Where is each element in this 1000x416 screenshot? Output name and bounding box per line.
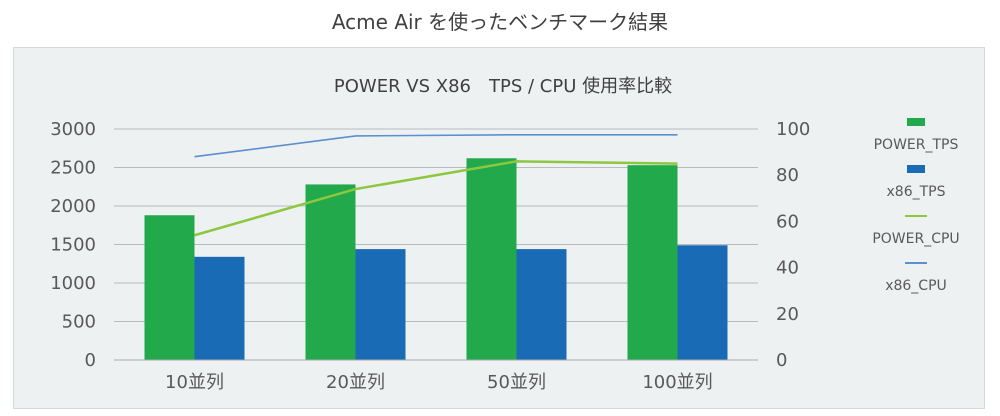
y-left-tick-label: 2500 bbox=[50, 158, 96, 179]
page-title: Acme Air を使ったベンチマーク結果 bbox=[331, 10, 669, 34]
legend-label-x86-tps: x86_TPS bbox=[887, 184, 946, 200]
y-right-tick-label: 60 bbox=[776, 211, 799, 232]
legend-label-power-tps: POWER_TPS bbox=[874, 137, 959, 153]
x-tick-label: 100並列 bbox=[642, 372, 712, 393]
chart: POWER VS X86 TPS / CPU 使用率比較 05001000150… bbox=[50, 76, 960, 393]
lines bbox=[194, 133, 678, 237]
y-left-tick-label: 3000 bbox=[50, 119, 96, 140]
x-tick-label: 20並列 bbox=[326, 372, 385, 393]
line-x86-cpu bbox=[194, 133, 678, 158]
bar-x86-tps bbox=[677, 245, 728, 360]
bar-power-tps bbox=[466, 158, 517, 360]
y-left-tick-label: 0 bbox=[85, 350, 96, 371]
legend: POWER_TPS x86_TPS POWER_CPU x86_CPU bbox=[872, 118, 960, 294]
legend-label-power-cpu: POWER_CPU bbox=[872, 231, 959, 247]
bar-x86-tps bbox=[355, 249, 406, 360]
y-left-tick-label: 500 bbox=[62, 312, 96, 333]
y-right-tick-label: 0 bbox=[776, 350, 787, 371]
y-right-tick-label: 40 bbox=[776, 258, 799, 279]
bar-x86-tps bbox=[194, 256, 245, 360]
bar-x86-tps bbox=[516, 249, 567, 360]
legend-label-x86-cpu: x86_CPU bbox=[885, 278, 947, 294]
y-left-tick-label: 2000 bbox=[50, 196, 96, 217]
bars bbox=[144, 158, 728, 360]
legend-swatch-x86-tps bbox=[907, 165, 925, 173]
line-power-cpu bbox=[194, 160, 678, 237]
x-axis: 10並列 20並列 50並列 100並列 bbox=[114, 359, 758, 393]
y-left-tick-label: 1500 bbox=[50, 235, 96, 256]
y-right-tick-label: 80 bbox=[776, 165, 799, 186]
chart-frame: POWER VS X86 TPS / CPU 使用率比較 0 500 1000 150… bbox=[13, 47, 985, 409]
y-axis-left: 0 500 1000 1500 2000 2500 3000 bbox=[50, 119, 96, 371]
x-tick-label: 10並列 bbox=[165, 372, 224, 393]
y-right-tick-label: 100 bbox=[776, 119, 810, 140]
y-left-tick-label: 1000 bbox=[50, 273, 96, 294]
bar-power-tps bbox=[305, 184, 356, 360]
bar-power-tps bbox=[144, 215, 195, 360]
y-right-tick-label: 20 bbox=[776, 304, 799, 325]
chart-title: POWER VS X86 TPS / CPU 使用率比較 bbox=[334, 76, 672, 97]
bar-power-tps bbox=[627, 165, 678, 360]
legend-swatch-power-tps bbox=[907, 118, 925, 126]
y-axis-right: 0 20 40 60 80 100 bbox=[776, 119, 810, 371]
x-tick-label: 50並列 bbox=[487, 372, 546, 393]
